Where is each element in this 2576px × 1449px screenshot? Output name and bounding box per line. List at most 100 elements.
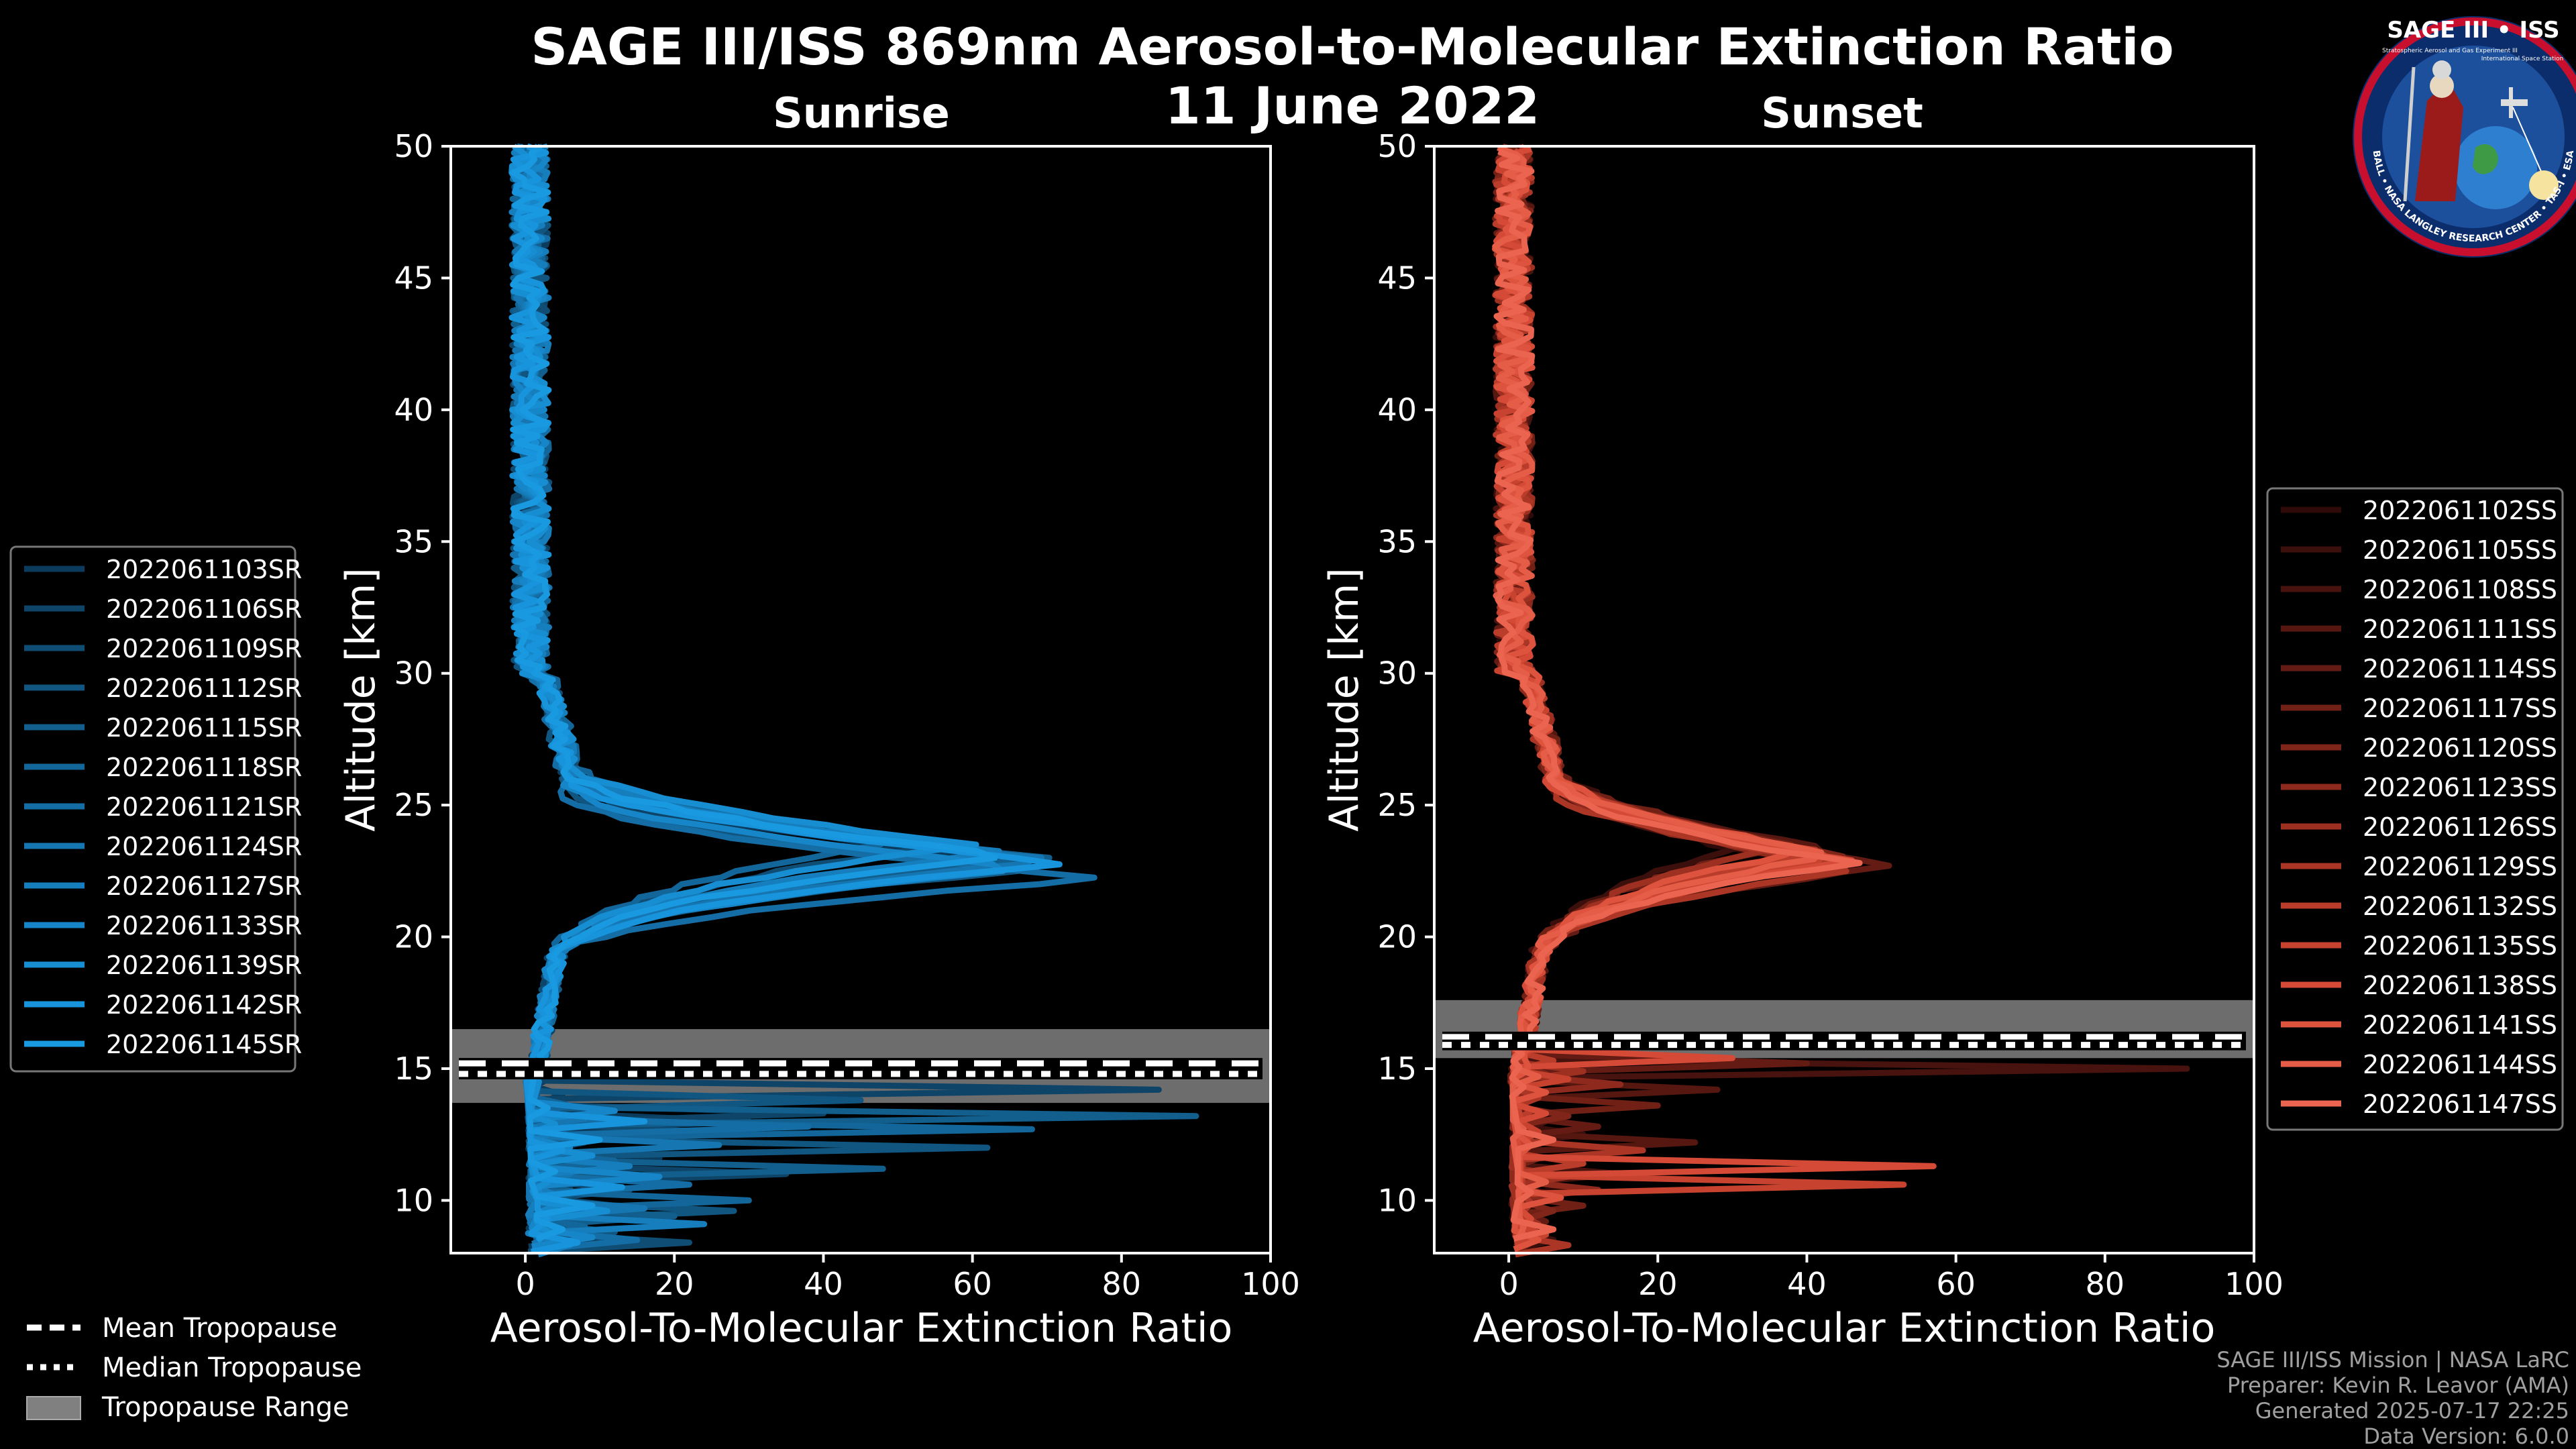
y-tick-label: 30: [1377, 655, 1417, 692]
legend-label-2022061126SS: 2022061126SS: [2363, 812, 2557, 842]
sunrise-panel-title: Sunrise: [773, 89, 950, 138]
legend-label-2022061141SS: 2022061141SS: [2363, 1010, 2557, 1040]
sunset-legend-frame: [2266, 487, 2564, 1131]
earth-globe: [2454, 126, 2537, 209]
legend-label-2022061102SS: 2022061102SS: [2363, 496, 2557, 525]
median-tropopause-label: Median Tropopause: [102, 1352, 362, 1383]
x-tick-label: 100: [2224, 1266, 2284, 1302]
y-tick-label: 15: [394, 1051, 433, 1087]
legend-label-2022061139SR: 2022061139SR: [106, 951, 302, 980]
sunrise-x-axis-label: Aerosol-To-Molecular Extinction Ratio: [490, 1305, 1233, 1352]
y-tick-label: 10: [1377, 1182, 1417, 1218]
y-tick-label: 25: [1377, 787, 1417, 823]
sunset-legend: 2022061102SS 2022061105SS 2022061108SS 2022…: [2266, 487, 2564, 1131]
legend-label-2022061145SR: 2022061145SR: [106, 1030, 302, 1059]
legend-label-2022061108SS: 2022061108SS: [2363, 575, 2557, 604]
y-tick-label: 25: [394, 787, 433, 823]
sunset-y-axis-label: Altitude [km]: [1321, 568, 1368, 832]
legend-label-2022061127SR: 2022061127SR: [106, 871, 302, 901]
y-tick-label: 20: [394, 919, 433, 955]
sage-iii-iss-logo: SAGE III • ISS Stratospheric Aerosol and…: [2353, 16, 2576, 258]
legend-label-2022061138SS: 2022061138SS: [2363, 971, 2557, 1000]
legend-label-2022061123SS: 2022061123SS: [2363, 773, 2557, 802]
x-tick-label: 60: [953, 1266, 992, 1302]
y-tick-label: 35: [1377, 523, 1417, 559]
x-tick-label: 0: [515, 1266, 535, 1302]
legend-label-2022061111SS: 2022061111SS: [2363, 614, 2557, 644]
sunset-x-axis-label: Aerosol-To-Molecular Extinction Ratio: [1473, 1305, 2216, 1352]
legend-label-2022061121SR: 2022061121SR: [106, 792, 302, 822]
sunset-panel: Sunset 10 15 20 25 30 35 40 45 50 0 20 40 60 80 100 A…: [1321, 89, 2284, 1352]
y-tick-label: 15: [1377, 1051, 1417, 1087]
logo-red-border: [2354, 17, 2576, 256]
legend-label-2022061103SR: 2022061103SR: [106, 555, 302, 584]
x-tick-label: 0: [1499, 1266, 1518, 1302]
x-tick-label: 40: [804, 1266, 843, 1302]
y-tick-label: 35: [394, 523, 433, 559]
legend-label-2022061142SR: 2022061142SR: [106, 990, 302, 1020]
legend-label-2022061120SS: 2022061120SS: [2363, 733, 2557, 763]
legend-label-2022061133SR: 2022061133SR: [106, 911, 302, 941]
sunrise-legend: 2022061103SR 2022061106SR 2022061109SR 2022…: [9, 545, 302, 1073]
moon-icon: [2432, 60, 2451, 79]
figure-date: 11 June 2022: [1165, 76, 1540, 136]
x-tick-label: 80: [2086, 1266, 2125, 1302]
y-tick-label: 45: [1377, 260, 1417, 296]
sunrise-legend-frame: [9, 545, 297, 1073]
legend-label-2022061115SR: 2022061115SR: [106, 713, 302, 743]
iss-station-icon: [2501, 87, 2543, 175]
legend-label-2022061147SS: 2022061147SS: [2363, 1089, 2557, 1119]
sun-icon: [2529, 170, 2559, 200]
x-tick-label: 40: [1787, 1266, 1827, 1302]
footer-generated: Generated 2025-07-17 22:25: [2255, 1398, 2569, 1424]
footer-preparer: Preparer: Kevin R. Leavor (AMA): [2227, 1373, 2569, 1398]
y-tick-label: 20: [1377, 919, 1417, 955]
x-tick-label: 100: [1241, 1266, 1300, 1302]
legend-label-2022061135SS: 2022061135SS: [2363, 931, 2557, 961]
legend-label-2022061106SR: 2022061106SR: [106, 594, 302, 624]
wizard-head: [2430, 74, 2454, 98]
series-line-2022061145SR: [510, 144, 998, 1242]
mean-tropopause-label: Mean Tropopause: [102, 1313, 337, 1344]
figure-title: SAGE III/ISS 869nm Aerosol-to-Molecular …: [531, 17, 2174, 76]
y-tick-label: 40: [1377, 392, 1417, 428]
sunset-panel-title: Sunset: [1761, 89, 1923, 138]
tropopause-range-swatch: [26, 1396, 81, 1420]
wizard-staff: [2403, 66, 2416, 202]
legend-label-2022061112SR: 2022061112SR: [106, 674, 302, 703]
legend-label-2022061117SS: 2022061117SS: [2363, 694, 2557, 723]
logo-title: SAGE III • ISS: [2387, 17, 2559, 44]
sunrise-plot-frame: [449, 145, 1272, 1254]
wizard-figure: [2415, 80, 2463, 201]
legend-label-2022061114SS: 2022061114SS: [2363, 654, 2557, 684]
x-tick-label: 60: [1936, 1266, 1976, 1302]
legend-label-2022061118SR: 2022061118SR: [106, 753, 302, 782]
x-tick-label: 20: [655, 1266, 694, 1302]
legend-label-2022061109SR: 2022061109SR: [106, 634, 302, 663]
earth-continent: [2473, 144, 2498, 174]
sunrise-y-axis-label: Altitude [km]: [337, 568, 384, 832]
footer-data-version: Data Version: 6.0.0: [2363, 1424, 2569, 1449]
y-tick-label: 40: [394, 392, 433, 428]
legend-label-2022061129SS: 2022061129SS: [2363, 852, 2557, 881]
tropopause-legend: Mean Tropopause Median Tropopause Tropop…: [26, 1313, 362, 1423]
y-tick-label: 10: [394, 1182, 433, 1218]
series-line-2022061147SS: [1493, 148, 1863, 1242]
x-tick-label: 20: [1638, 1266, 1678, 1302]
legend-label-2022061124SR: 2022061124SR: [106, 832, 302, 861]
y-tick-label: 30: [394, 655, 433, 692]
x-tick-label: 80: [1102, 1266, 1142, 1302]
y-tick-label: 45: [394, 260, 433, 296]
legend-label-2022061132SS: 2022061132SS: [2363, 892, 2557, 921]
legend-label-2022061144SS: 2022061144SS: [2363, 1050, 2557, 1079]
tropopause-range-label: Tropopause Range: [101, 1392, 350, 1423]
footer-credits: SAGE III/ISS Mission | NASA LaRC Prepare…: [2216, 1347, 2569, 1449]
footer-mission: SAGE III/ISS Mission | NASA LaRC: [2216, 1347, 2569, 1373]
sunset-plot-frame: [1433, 145, 2255, 1254]
y-tick-label: 50: [1377, 128, 1417, 164]
logo-subtitle: Stratospheric Aerosol and Gas Experiment…: [2382, 48, 2518, 54]
y-tick-label: 50: [394, 128, 433, 164]
legend-label-2022061105SS: 2022061105SS: [2363, 535, 2557, 565]
